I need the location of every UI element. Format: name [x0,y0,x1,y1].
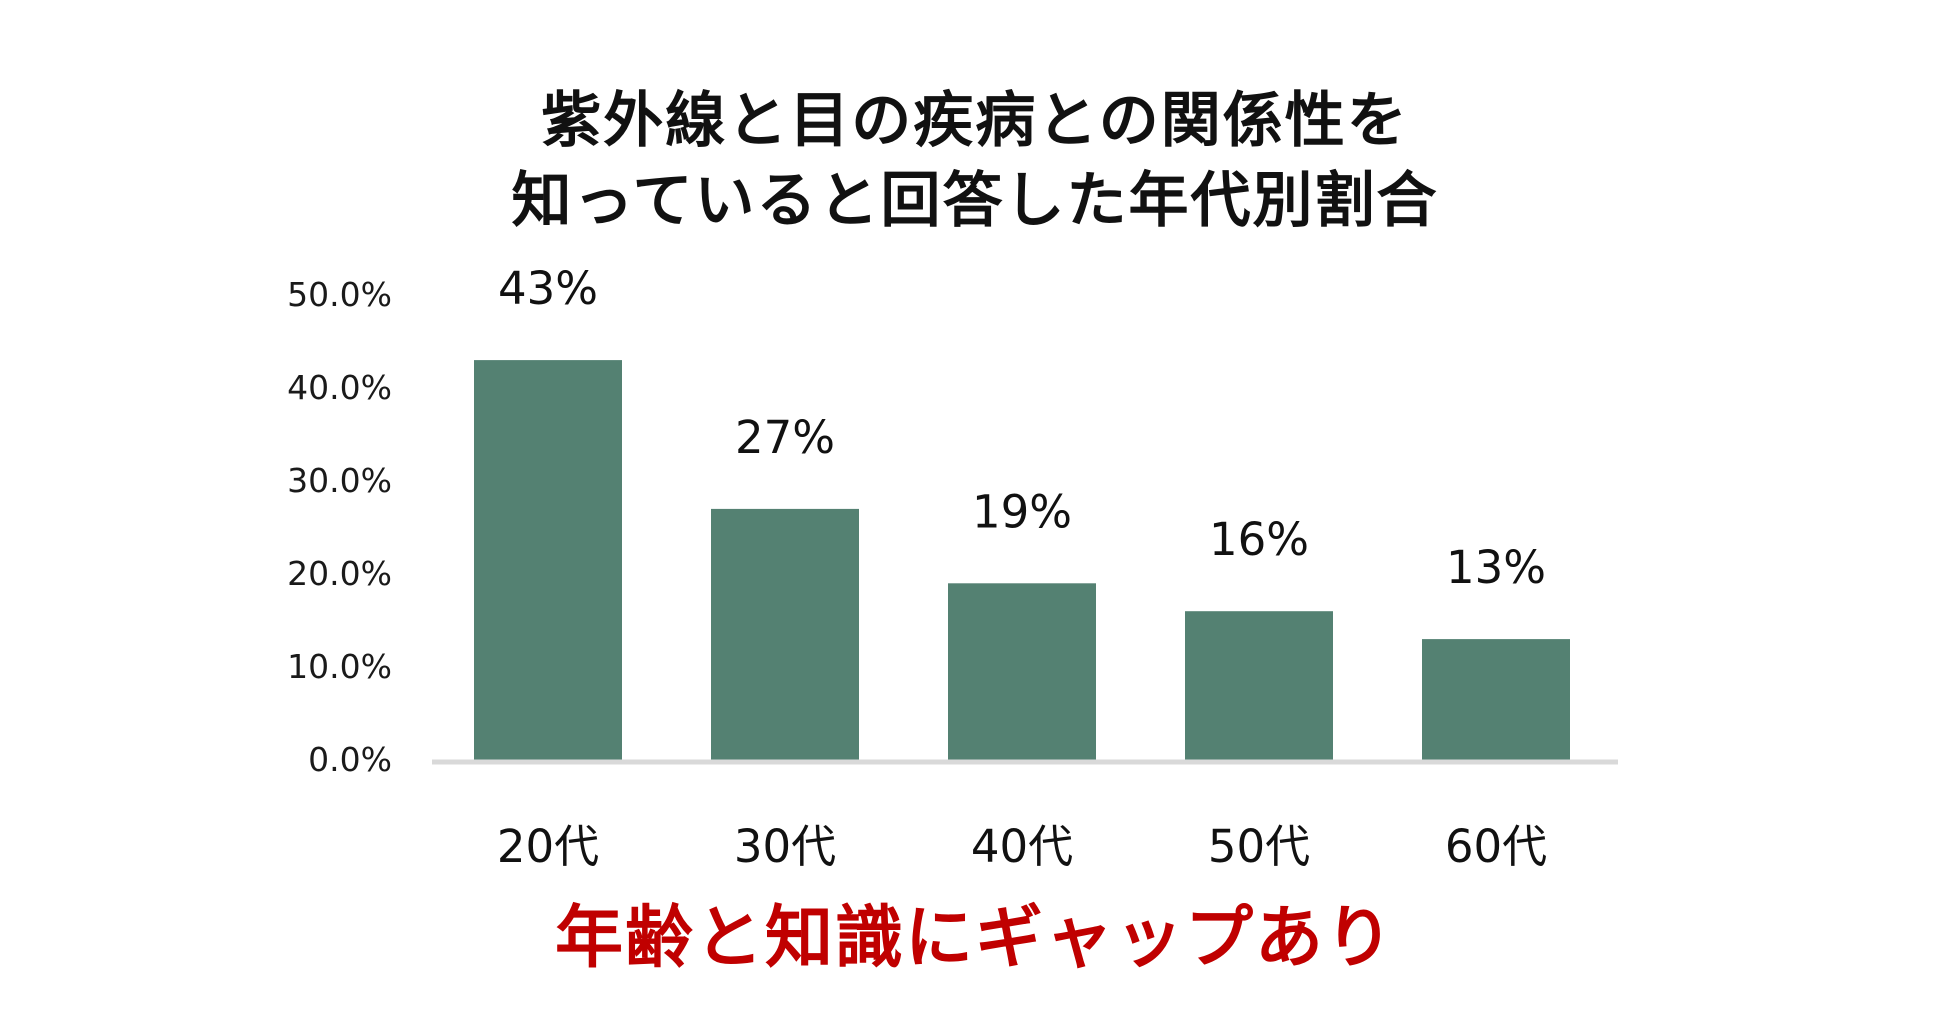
y-tick-label: 40.0% [287,368,392,407]
bar [1185,611,1333,760]
bar-data-label: 27% [735,411,835,464]
x-category-label: 30代 [734,820,836,873]
category-labels-group: 20代 30代 40代 50代 60代 [497,820,1547,873]
bar-data-label: 19% [972,485,1072,538]
x-category-label: 60代 [1445,820,1547,873]
data-labels-group: 43% 27% 19% 16% 13% [498,262,1546,594]
y-tick-label: 20.0% [287,554,392,593]
bar [1422,639,1570,760]
y-axis-ticks: 0.0% 10.0% 20.0% 30.0% 40.0% 50.0% [287,275,392,779]
x-category-label: 40代 [971,820,1073,873]
y-tick-label: 0.0% [308,740,392,779]
bar [711,508,859,760]
x-category-label: 20代 [497,820,599,873]
bars-group [474,360,1570,760]
y-tick-label: 30.0% [287,461,392,500]
bar-data-label: 43% [498,262,598,315]
bar-data-label: 13% [1446,541,1546,594]
chart-title-line-2: 知っていると回答した年代別割合 [511,166,1439,236]
x-category-label: 50代 [1208,820,1310,873]
caption-text: 年齢と知識にギャップあり [554,899,1395,978]
bar-data-label: 16% [1209,513,1309,566]
bar [474,360,622,760]
y-tick-label: 10.0% [287,647,392,686]
bar [948,583,1096,760]
y-tick-label: 50.0% [287,275,392,314]
chart-title-line-1: 紫外線と目の疾病との関係性を [541,86,1409,156]
